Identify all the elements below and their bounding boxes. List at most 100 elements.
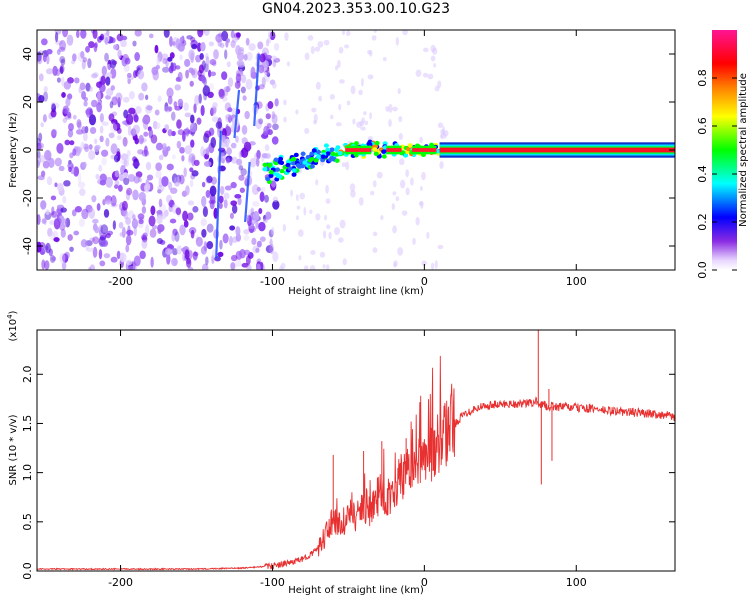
noise-blob bbox=[256, 263, 261, 270]
noise-blob bbox=[225, 114, 233, 120]
colorbar-gradient bbox=[712, 30, 737, 270]
noise-blob bbox=[88, 144, 93, 150]
noise-blob bbox=[349, 183, 356, 192]
noise-blob bbox=[58, 165, 65, 172]
noise-blob bbox=[120, 35, 128, 41]
noise-blob bbox=[127, 125, 132, 137]
noise-blob bbox=[54, 157, 62, 167]
noise-blob bbox=[59, 252, 66, 264]
noise-blob bbox=[206, 223, 214, 233]
noise-blob bbox=[109, 37, 116, 44]
noise-blob bbox=[282, 223, 287, 232]
noise-blob bbox=[158, 154, 164, 161]
noise-blob bbox=[156, 210, 163, 215]
noise-blob bbox=[92, 246, 98, 258]
noise-blob bbox=[279, 265, 284, 270]
spectrogram-x-ticks: -200 -100 0 100 bbox=[108, 30, 587, 288]
noise-blob bbox=[255, 157, 260, 167]
noise-blob bbox=[157, 228, 162, 234]
noise-blob bbox=[126, 187, 133, 196]
noise-blob bbox=[185, 69, 189, 79]
noise-blob bbox=[74, 206, 83, 213]
noise-blob bbox=[405, 169, 410, 178]
spectrogram-x-axis-label: Height of straight line (km) bbox=[288, 286, 424, 297]
noise-blob bbox=[250, 66, 256, 78]
noise-blob bbox=[126, 259, 133, 266]
noise-blob bbox=[137, 149, 144, 155]
noise-blob bbox=[309, 264, 316, 270]
noise-blob bbox=[304, 52, 310, 61]
noise-blob bbox=[139, 250, 146, 260]
signal-blob bbox=[277, 174, 283, 179]
noise-blob bbox=[66, 34, 74, 46]
noise-blob bbox=[421, 171, 426, 181]
signal-blob bbox=[265, 176, 271, 182]
noise-blob bbox=[97, 90, 101, 102]
noise-blob bbox=[248, 43, 256, 51]
noise-blob bbox=[141, 206, 147, 214]
noise-blob bbox=[373, 30, 377, 33]
signal-blob bbox=[277, 159, 283, 164]
noise-blob bbox=[183, 220, 189, 228]
noise-blob bbox=[265, 113, 271, 120]
noise-blob bbox=[94, 138, 98, 145]
noise-blob bbox=[415, 69, 422, 77]
noise-blob bbox=[260, 187, 266, 193]
noise-blob bbox=[157, 189, 162, 194]
noise-blob bbox=[189, 80, 194, 87]
noise-blob bbox=[134, 51, 140, 62]
noise-blob bbox=[258, 84, 265, 90]
signal-blob bbox=[320, 157, 326, 163]
noise-blob bbox=[38, 73, 44, 82]
noise-blob bbox=[60, 207, 67, 213]
noise-blob bbox=[173, 101, 178, 108]
noise-blob bbox=[258, 64, 265, 74]
noise-blob bbox=[245, 78, 253, 90]
noise-blob bbox=[246, 51, 253, 62]
noise-blob bbox=[173, 176, 181, 187]
noise-blob bbox=[98, 164, 103, 172]
noise-blob bbox=[188, 67, 194, 74]
noise-blob bbox=[141, 82, 148, 92]
noise-blob bbox=[231, 37, 238, 43]
noise-blob bbox=[158, 176, 163, 188]
noise-blob bbox=[243, 53, 248, 61]
noise-blob bbox=[155, 170, 162, 179]
noise-blob bbox=[198, 93, 202, 104]
noise-blob bbox=[79, 82, 86, 91]
noise-blob bbox=[230, 156, 238, 164]
x-tick-label: -100 bbox=[260, 275, 285, 288]
signal-blob bbox=[268, 173, 274, 178]
noise-blob bbox=[426, 231, 430, 240]
noise-blob bbox=[63, 81, 72, 90]
noise-blob bbox=[46, 54, 50, 65]
noise-blob bbox=[252, 200, 260, 207]
noise-blob bbox=[124, 57, 131, 65]
noise-blob bbox=[126, 150, 131, 157]
noise-blob bbox=[190, 229, 195, 239]
signal-blob bbox=[381, 154, 387, 159]
noise-blob bbox=[231, 204, 238, 214]
y-tick-label: 1.5 bbox=[21, 415, 34, 433]
noise-blob bbox=[110, 195, 117, 207]
noise-blob bbox=[325, 184, 329, 194]
noise-blob bbox=[62, 117, 68, 124]
noise-blob bbox=[433, 63, 437, 68]
signal-blob bbox=[406, 146, 412, 152]
noise-blob bbox=[51, 129, 57, 139]
noise-blob bbox=[184, 145, 192, 155]
noise-blob bbox=[179, 36, 184, 43]
noise-blob bbox=[81, 90, 87, 100]
noise-blob bbox=[109, 59, 117, 69]
noise-blob bbox=[37, 214, 41, 226]
noise-blob bbox=[182, 131, 186, 142]
noise-blob bbox=[266, 152, 271, 160]
noise-blob bbox=[95, 173, 100, 180]
noise-blob bbox=[156, 142, 163, 151]
noise-blob bbox=[132, 40, 137, 47]
noise-blob bbox=[104, 52, 109, 62]
noise-blob bbox=[144, 104, 153, 114]
noise-blob bbox=[59, 66, 64, 75]
noise-blob bbox=[299, 192, 306, 200]
